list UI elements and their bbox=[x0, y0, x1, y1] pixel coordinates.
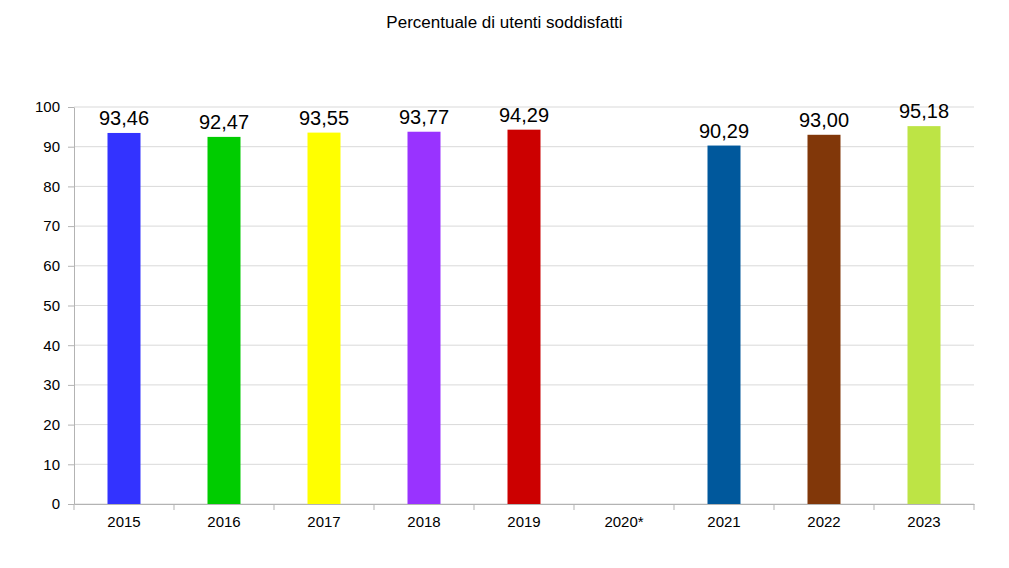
bar bbox=[508, 130, 541, 504]
x-tick-label: 2016 bbox=[207, 513, 240, 530]
title: Percentuale di utenti soddisfatti bbox=[386, 13, 622, 32]
data-label: 95,18 bbox=[899, 100, 949, 122]
bar bbox=[708, 146, 741, 504]
x-separator bbox=[274, 504, 275, 510]
x-tick-label: 2021 bbox=[707, 513, 740, 530]
y-tick-label: 30 bbox=[43, 376, 60, 393]
y-tick-mark bbox=[68, 425, 74, 426]
plot: 0102030405060708090100201520162017201820… bbox=[35, 98, 975, 529]
y-axis-line bbox=[74, 108, 75, 505]
y-tick-label: 60 bbox=[43, 257, 60, 274]
y-tick-label: 0 bbox=[52, 495, 60, 512]
y-tick: 80 bbox=[43, 178, 74, 195]
y-tick-label: 100 bbox=[35, 98, 60, 115]
y-tick: 70 bbox=[43, 217, 74, 234]
bar bbox=[808, 135, 841, 504]
y-tick-mark bbox=[68, 147, 74, 148]
y-tick-label: 70 bbox=[43, 217, 60, 234]
x-tick: 2015 bbox=[107, 504, 140, 530]
y-tick-mark bbox=[68, 345, 74, 346]
y-tick-mark bbox=[68, 226, 74, 227]
y-tick-label: 20 bbox=[43, 416, 60, 433]
data-label: 92,47 bbox=[199, 111, 249, 133]
y-tick-label: 80 bbox=[43, 178, 60, 195]
x-tick: 2019 bbox=[507, 504, 540, 530]
x-separator bbox=[674, 504, 675, 510]
x-separator bbox=[974, 504, 975, 510]
data-label: 93,00 bbox=[799, 109, 849, 131]
x-tick-label: 2019 bbox=[507, 513, 540, 530]
x-tick: 2021 bbox=[707, 504, 740, 530]
x-tick: 2018 bbox=[407, 504, 440, 530]
y-tick-mark bbox=[68, 385, 74, 386]
bar bbox=[208, 137, 241, 504]
bar bbox=[308, 133, 341, 504]
y-tick-label: 40 bbox=[43, 337, 60, 354]
y-tick: 60 bbox=[43, 257, 74, 274]
x-tick: 2017 bbox=[307, 504, 340, 530]
x-separator bbox=[174, 504, 175, 510]
data-label: 93,55 bbox=[299, 107, 349, 129]
x-separator bbox=[74, 504, 75, 510]
grid bbox=[74, 107, 974, 504]
y-tick: 50 bbox=[43, 297, 74, 314]
data-label: 90,29 bbox=[699, 120, 749, 142]
y-tick-mark bbox=[68, 186, 74, 187]
x-tick-label: 2015 bbox=[107, 513, 140, 530]
y-tick-label: 50 bbox=[43, 297, 60, 314]
y-tick: 90 bbox=[43, 138, 74, 155]
x-tick-label: 2023 bbox=[907, 513, 940, 530]
y-tick: 10 bbox=[43, 456, 74, 473]
y-tick: 30 bbox=[43, 376, 74, 393]
y-tick-label: 90 bbox=[43, 138, 60, 155]
bar bbox=[908, 126, 941, 504]
bar bbox=[408, 132, 441, 504]
y-tick: 0 bbox=[52, 495, 74, 512]
x-tick-label: 2017 bbox=[307, 513, 340, 530]
x-tick-label: 2018 bbox=[407, 513, 440, 530]
x-tick: 2023 bbox=[907, 504, 940, 530]
bar bbox=[108, 133, 141, 504]
y-tick: 40 bbox=[43, 337, 74, 354]
y-tick-mark bbox=[68, 107, 74, 108]
data-labels: 93,46 92,47 93,55 93,77 94,29 90,29 93,00 95,18 bbox=[99, 100, 949, 141]
x-axis-line bbox=[75, 504, 975, 505]
y-tick-mark bbox=[68, 306, 74, 307]
x-separator bbox=[774, 504, 775, 510]
y-tick-label: 10 bbox=[43, 456, 60, 473]
x-separator bbox=[574, 504, 575, 510]
y-tick-mark bbox=[68, 266, 74, 267]
y-tick: 100 bbox=[35, 98, 74, 115]
bars bbox=[108, 126, 941, 504]
data-label: 93,77 bbox=[399, 106, 449, 128]
y-axis: 0 10 20 30 40 50 60 70 80 90 100 bbox=[35, 98, 75, 512]
x-tick-label: 2022 bbox=[807, 513, 840, 530]
x-tick: 2022 bbox=[807, 504, 840, 530]
x-tick-label: 2020* bbox=[604, 513, 643, 530]
data-label: 93,46 bbox=[99, 107, 149, 129]
x-tick: 2020* bbox=[604, 504, 643, 530]
y-tick-mark bbox=[68, 464, 74, 465]
x-separator bbox=[374, 504, 375, 510]
y-tick: 20 bbox=[43, 416, 74, 433]
x-separator bbox=[874, 504, 875, 510]
y-tick-mark bbox=[68, 504, 74, 505]
data-label: 94,29 bbox=[499, 104, 549, 126]
chart: Percentuale di utenti soddisfatti 0 10 20 30… bbox=[0, 0, 1009, 568]
x-separator bbox=[474, 504, 475, 510]
x-tick: 2016 bbox=[207, 504, 240, 530]
x-axis: 2015 2016 2017 2018 2019 2020* 2021 2022 2023 bbox=[74, 504, 975, 530]
